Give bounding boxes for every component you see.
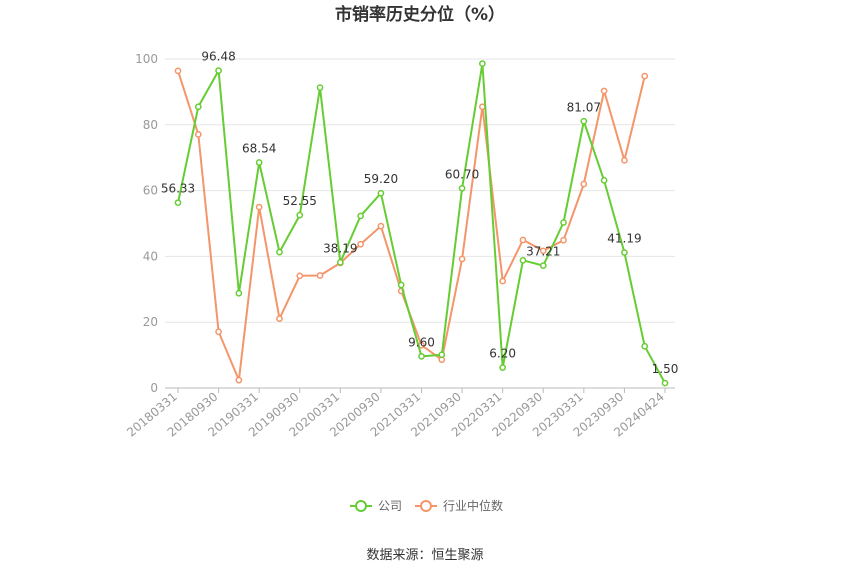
legend-label: 公司 [378, 499, 402, 513]
data-point[interactable] [560, 236, 567, 244]
data-point[interactable] [397, 281, 405, 289]
data-point[interactable] [174, 67, 182, 75]
data-point[interactable] [418, 353, 425, 360]
data-point[interactable] [641, 72, 649, 80]
data-point[interactable] [336, 259, 344, 266]
data-point[interactable] [357, 212, 364, 220]
grid-layer [165, 58, 675, 389]
y-tick-label: 0 [150, 381, 158, 395]
source-note: 数据来源：恒生聚源 [366, 548, 483, 563]
data-point[interactable] [438, 351, 446, 359]
y-tick-label: 40 [143, 249, 158, 263]
data-point[interactable] [479, 60, 486, 67]
data-label-layer: 56.33 96.48 68.54 52.55 38.19 59.20 9.60 60.70 6… [161, 50, 679, 376]
data-label: 96.48 [201, 50, 235, 64]
legend-item-0[interactable]: 公司 [350, 499, 402, 513]
data-point[interactable] [296, 211, 304, 219]
data-point[interactable] [560, 219, 567, 226]
data-point[interactable] [215, 67, 222, 74]
legend-item-1[interactable]: 行业中位数 [415, 498, 503, 513]
data-point[interactable] [377, 189, 385, 197]
legend-marker [420, 500, 432, 512]
data-label: 68.54 [242, 142, 276, 156]
data-point[interactable] [458, 255, 466, 263]
data-point[interactable] [499, 277, 507, 285]
data-label: 60.70 [445, 167, 479, 181]
y-tick-label: 20 [143, 315, 158, 329]
y-tick-label: 80 [143, 118, 158, 132]
data-label: 52.55 [283, 194, 317, 208]
legend[interactable]: 公司 行业中位数 [350, 498, 503, 513]
data-point[interactable] [255, 203, 263, 211]
data-point[interactable] [377, 222, 385, 230]
data-point[interactable] [621, 156, 628, 164]
data-point[interactable] [661, 379, 669, 387]
y-tick-label: 100 [135, 52, 158, 66]
data-point[interactable] [600, 87, 608, 95]
data-point[interactable] [580, 180, 588, 188]
chart-title: 市销率历史分位（%） [335, 4, 505, 25]
data-point[interactable] [580, 117, 588, 125]
data-point[interactable] [519, 256, 527, 264]
data-point[interactable] [316, 272, 324, 279]
data-point[interactable] [641, 342, 649, 350]
data-point[interactable] [255, 159, 263, 166]
data-label: 38.19 [323, 241, 357, 255]
data-point[interactable] [519, 236, 527, 244]
data-point[interactable] [235, 376, 243, 384]
data-point[interactable] [235, 289, 243, 297]
data-point[interactable] [215, 328, 222, 336]
data-point[interactable] [316, 84, 324, 91]
data-label: 9.60 [408, 335, 435, 349]
data-point[interactable] [539, 247, 547, 255]
legend-marker [355, 500, 367, 512]
data-point[interactable] [194, 130, 202, 138]
data-point[interactable] [499, 364, 507, 371]
data-point[interactable] [296, 272, 304, 280]
data-label: 1.50 [652, 362, 679, 376]
data-point[interactable] [621, 249, 628, 256]
data-point[interactable] [600, 177, 608, 184]
data-label: 59.20 [364, 172, 398, 186]
data-point[interactable] [194, 103, 202, 111]
data-point[interactable] [357, 240, 364, 248]
data-point[interactable] [276, 315, 283, 322]
series-line-1 [177, 70, 646, 382]
data-label: 6.20 [489, 347, 516, 361]
data-point[interactable] [539, 262, 547, 269]
data-point[interactable] [174, 199, 182, 207]
legend-label: 行业中位数 [443, 498, 503, 513]
data-label: 41.19 [607, 231, 641, 245]
data-point[interactable] [276, 248, 283, 256]
data-label: 56.33 [161, 182, 195, 196]
series-layer [174, 60, 669, 387]
data-point[interactable] [458, 184, 466, 192]
data-label: 81.07 [567, 100, 601, 114]
data-label: 37.21 [526, 245, 560, 259]
y-tick-label: 60 [143, 184, 158, 198]
